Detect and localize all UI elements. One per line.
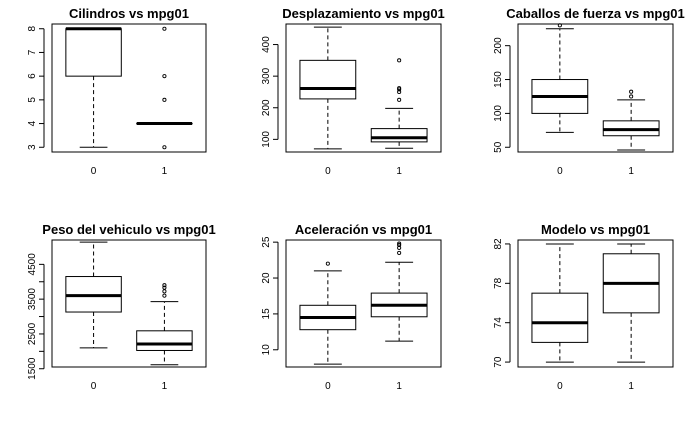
x-tick-label: 0 bbox=[325, 166, 331, 177]
chart-panel-4: Peso del vehiculo vs mpg01 1500 2500 3500 45… bbox=[27, 222, 216, 392]
y-tick-label: 8 bbox=[27, 26, 38, 32]
y-tick-label: 82 bbox=[493, 238, 504, 250]
box-iqr bbox=[65, 28, 122, 77]
outlier-point bbox=[397, 58, 402, 63]
box-iqr bbox=[136, 330, 193, 351]
box-iqr bbox=[370, 128, 428, 143]
chart-panel-6: Modelo vs mpg01 70 74 78 82 0 1 bbox=[493, 222, 674, 392]
y-tick-label: 7 bbox=[27, 49, 38, 55]
plot-frame bbox=[517, 23, 674, 153]
plot-frame bbox=[51, 239, 207, 368]
y-tick-label: 20 bbox=[261, 272, 272, 284]
y-tick-label: 6 bbox=[27, 73, 38, 79]
outlier-point bbox=[397, 241, 402, 246]
y-tick-label: 3 bbox=[27, 144, 38, 150]
chart-panel-1: Cilindros vs mpg01 3 4 5 6 7 8 0 1 bbox=[27, 6, 207, 177]
chart-panel-3: Caballos de fuerza vs mpg01 50 100 150 200 0 1 bbox=[493, 6, 685, 177]
y-tick-label: 4500 bbox=[27, 253, 38, 276]
outlier-point bbox=[629, 94, 634, 99]
y-tick-label: 4 bbox=[27, 120, 38, 126]
outlier-point bbox=[629, 89, 634, 94]
outlier-point bbox=[162, 283, 167, 288]
x-tick-label: 0 bbox=[557, 381, 563, 392]
y-tick-label: 400 bbox=[261, 36, 272, 53]
outlier-point bbox=[162, 97, 167, 102]
outlier-point bbox=[397, 86, 402, 91]
box-iqr bbox=[531, 292, 589, 343]
outlier-point bbox=[162, 26, 167, 31]
chart-title: Desplazamiento vs mpg01 bbox=[282, 6, 445, 21]
x-tick-label: 1 bbox=[628, 166, 634, 177]
outlier-point bbox=[397, 242, 402, 248]
x-tick-label: 0 bbox=[91, 381, 97, 392]
outlier-point bbox=[397, 97, 402, 102]
y-tick-label: 3500 bbox=[27, 288, 38, 311]
x-tick-label: 1 bbox=[396, 381, 402, 392]
x-tick-label: 0 bbox=[557, 166, 563, 177]
y-tick-label: 74 bbox=[493, 317, 504, 329]
outlier-point bbox=[397, 89, 402, 95]
chart-panel-5: Aceleración vs mpg01 10 15 20 25 0 1 bbox=[261, 222, 442, 392]
y-tick-label: 200 bbox=[261, 99, 272, 116]
outlier-point bbox=[162, 289, 167, 294]
y-tick-label: 100 bbox=[261, 131, 272, 148]
outlier-point bbox=[162, 74, 167, 79]
outlier-point bbox=[162, 285, 167, 290]
x-tick-label: 1 bbox=[162, 381, 168, 392]
y-tick-label: 150 bbox=[493, 71, 504, 88]
chart-title: Modelo vs mpg01 bbox=[541, 222, 650, 237]
x-tick-label: 0 bbox=[91, 166, 97, 177]
outlier-point bbox=[397, 250, 402, 255]
y-tick-label: 300 bbox=[261, 67, 272, 84]
outlier-point bbox=[325, 261, 330, 266]
plot-frame bbox=[51, 23, 207, 153]
outlier-point bbox=[162, 293, 167, 298]
x-tick-label: 0 bbox=[325, 381, 331, 392]
plot-frame bbox=[285, 239, 442, 368]
chart-title: Peso del vehiculo vs mpg01 bbox=[42, 222, 215, 237]
chart-panel-2: Desplazamiento vs mpg01 100 200 300 400 0 1 bbox=[261, 6, 445, 177]
y-tick-label: 200 bbox=[493, 37, 504, 54]
y-tick-label: 50 bbox=[493, 141, 504, 153]
outlier-point bbox=[557, 23, 562, 28]
outlier-point bbox=[162, 145, 167, 150]
box-iqr bbox=[299, 59, 357, 100]
x-tick-label: 1 bbox=[628, 381, 634, 392]
plot-frame bbox=[285, 23, 442, 153]
x-tick-label: 1 bbox=[396, 166, 402, 177]
x-tick-label: 1 bbox=[162, 166, 168, 177]
y-tick-label: 100 bbox=[493, 105, 504, 122]
chart-title: Aceleración vs mpg01 bbox=[295, 222, 432, 237]
y-tick-label: 10 bbox=[261, 344, 272, 356]
chart-title: Caballos de fuerza vs mpg01 bbox=[506, 6, 684, 21]
y-tick-label: 25 bbox=[261, 236, 272, 248]
chart-title: Cilindros vs mpg01 bbox=[69, 6, 189, 21]
y-tick-label: 78 bbox=[493, 277, 504, 289]
y-tick-label: 5 bbox=[27, 97, 38, 103]
plot-frame bbox=[517, 239, 674, 368]
y-tick-label: 1500 bbox=[27, 357, 38, 380]
y-tick-label: 2500 bbox=[27, 322, 38, 345]
y-tick-label: 15 bbox=[261, 308, 272, 320]
y-tick-label: 70 bbox=[493, 356, 504, 368]
